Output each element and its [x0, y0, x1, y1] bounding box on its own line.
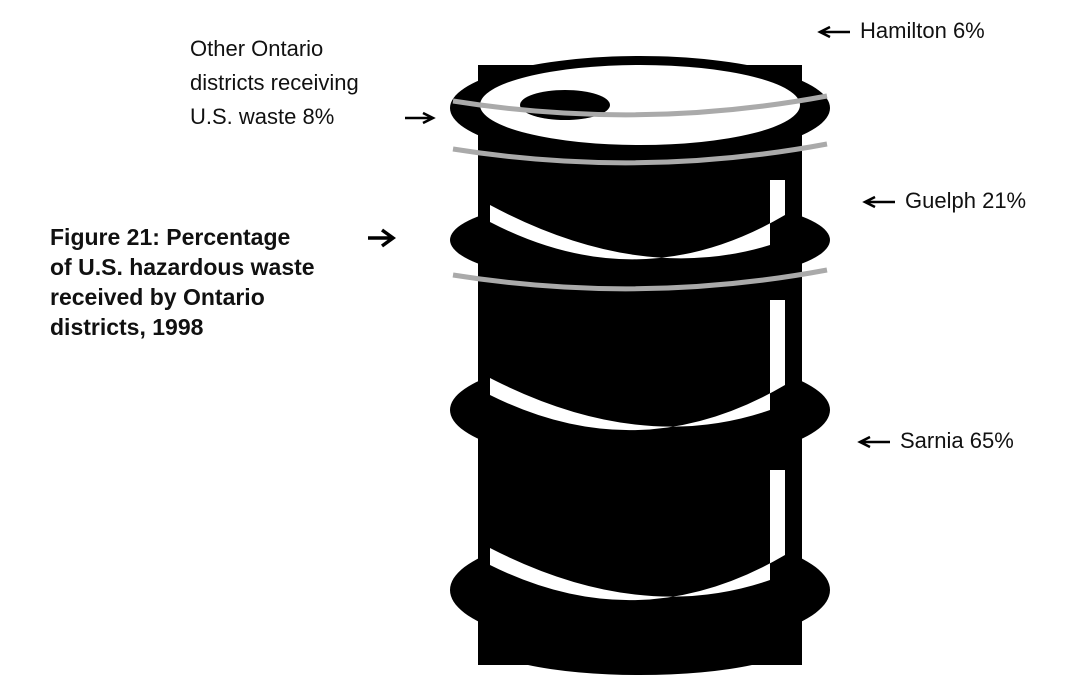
- category-text: districts receiving: [190, 70, 359, 95]
- segment: [478, 275, 802, 665]
- segment-label: Sarnia 65%: [900, 428, 1014, 453]
- arrow: [862, 195, 895, 209]
- divider: [452, 93, 828, 118]
- segment-label: Hamilton 6%: [860, 18, 985, 43]
- segment-label: Guelph 21%: [905, 188, 1026, 213]
- category-text: Sarnia: [900, 428, 964, 453]
- value-label: 8%: [303, 104, 335, 129]
- value-label: 21%: [982, 188, 1026, 213]
- labels: Hamilton 6% Other Ontario districts receiv…: [190, 18, 1026, 453]
- divider: [452, 141, 828, 166]
- category-text: Other Ontario: [190, 36, 323, 61]
- category-text: U.S. waste: [190, 104, 296, 129]
- category-text: Hamilton: [860, 18, 947, 43]
- arrow: [817, 25, 850, 39]
- category-text: Guelph: [905, 188, 976, 213]
- segment: [478, 149, 802, 275]
- value-label: 6%: [953, 18, 985, 43]
- segment-label: Other Ontario districts receiving U.S. was…: [190, 36, 359, 129]
- dividers: [452, 93, 828, 292]
- arrow: [857, 435, 890, 449]
- highlight: [490, 180, 785, 260]
- chart-title: Figure 21: Percentage of U.S. hazardous w…: [50, 224, 315, 340]
- lid: [480, 65, 800, 145]
- divider: [452, 267, 828, 292]
- value-label: 65%: [970, 428, 1014, 453]
- barrel-front: [450, 56, 830, 601]
- title-arrow: [368, 228, 396, 248]
- arrow: [405, 111, 436, 125]
